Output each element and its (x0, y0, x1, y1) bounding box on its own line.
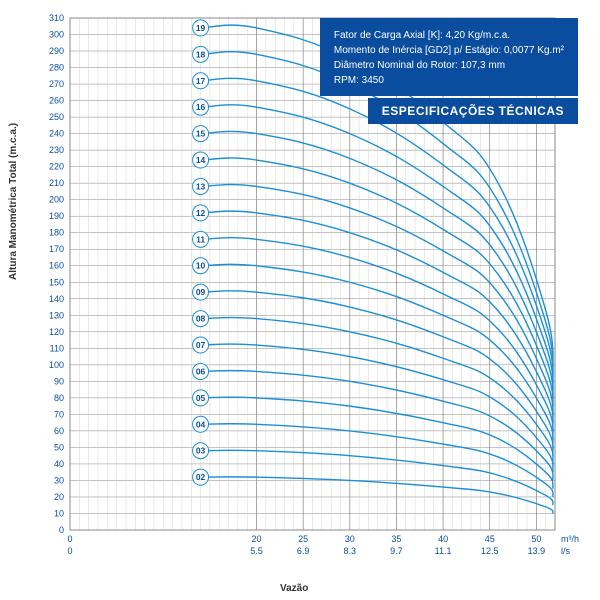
svg-text:130: 130 (49, 310, 64, 320)
svg-text:09: 09 (196, 287, 206, 297)
svg-text:16: 16 (196, 102, 206, 112)
spec-title-banner: ESPECIFICAÇÕES TÉCNICAS (368, 98, 578, 124)
svg-text:70: 70 (54, 409, 64, 419)
svg-text:14: 14 (196, 155, 206, 165)
svg-text:12: 12 (196, 208, 206, 218)
svg-text:50: 50 (54, 442, 64, 452)
svg-text:13.9: 13.9 (528, 546, 546, 556)
svg-text:45: 45 (485, 534, 495, 544)
svg-text:11: 11 (196, 234, 205, 244)
svg-text:15: 15 (196, 129, 206, 139)
svg-text:300: 300 (49, 30, 64, 40)
svg-text:210: 210 (49, 178, 64, 188)
svg-text:240: 240 (49, 129, 64, 139)
svg-text:10: 10 (196, 261, 206, 271)
svg-text:80: 80 (54, 393, 64, 403)
svg-text:40: 40 (54, 459, 64, 469)
info-line: Momento de Inércia [GD2] p/ Estágio: 0,0… (334, 43, 564, 58)
svg-text:0: 0 (59, 525, 64, 535)
svg-text:18: 18 (196, 49, 206, 59)
svg-text:35: 35 (391, 534, 401, 544)
svg-text:20: 20 (54, 492, 64, 502)
svg-text:220: 220 (49, 162, 64, 172)
svg-text:140: 140 (49, 294, 64, 304)
svg-text:06: 06 (196, 366, 206, 376)
svg-text:180: 180 (49, 228, 64, 238)
svg-text:30: 30 (345, 534, 355, 544)
svg-text:60: 60 (54, 426, 64, 436)
svg-text:230: 230 (49, 145, 64, 155)
svg-text:04: 04 (196, 419, 206, 429)
svg-text:30: 30 (54, 475, 64, 485)
svg-text:280: 280 (49, 63, 64, 73)
svg-text:150: 150 (49, 277, 64, 287)
svg-text:290: 290 (49, 46, 64, 56)
svg-text:13: 13 (196, 181, 206, 191)
svg-text:0: 0 (67, 546, 72, 556)
svg-text:50: 50 (531, 534, 541, 544)
info-line: RPM: 3450 (334, 73, 564, 88)
info-line: Diâmetro Nominal do Rotor: 107,3 mm (334, 58, 564, 73)
svg-text:07: 07 (196, 340, 206, 350)
svg-text:20: 20 (252, 534, 262, 544)
svg-text:10: 10 (54, 508, 64, 518)
svg-text:08: 08 (196, 314, 206, 324)
svg-text:05: 05 (196, 393, 206, 403)
svg-text:5.5: 5.5 (250, 546, 263, 556)
svg-text:12.5: 12.5 (481, 546, 499, 556)
svg-text:90: 90 (54, 376, 64, 386)
svg-text:310: 310 (49, 13, 64, 23)
svg-text:260: 260 (49, 96, 64, 106)
svg-text:160: 160 (49, 261, 64, 271)
svg-text:250: 250 (49, 112, 64, 122)
info-line: Fator de Carga Axial [K]: 4,20 Kg/m.c.a. (334, 28, 564, 43)
svg-text:l/s: l/s (561, 546, 571, 556)
svg-text:19: 19 (196, 23, 206, 33)
svg-text:0: 0 (67, 534, 72, 544)
svg-text:170: 170 (49, 244, 64, 254)
svg-text:40: 40 (438, 534, 448, 544)
svg-text:270: 270 (49, 79, 64, 89)
svg-text:110: 110 (50, 343, 64, 353)
svg-text:11.1: 11.1 (435, 546, 452, 556)
svg-text:02: 02 (196, 472, 206, 482)
svg-text:120: 120 (49, 327, 64, 337)
svg-text:8.3: 8.3 (344, 546, 357, 556)
svg-text:17: 17 (196, 76, 206, 86)
svg-text:200: 200 (49, 195, 64, 205)
svg-text:9.7: 9.7 (390, 546, 403, 556)
svg-text:190: 190 (49, 211, 64, 221)
info-box: Fator de Carga Axial [K]: 4,20 Kg/m.c.a.… (320, 18, 578, 96)
svg-text:100: 100 (49, 360, 64, 370)
svg-text:m³/h: m³/h (561, 534, 579, 544)
svg-text:03: 03 (196, 446, 206, 456)
svg-text:6.9: 6.9 (297, 546, 310, 556)
svg-text:25: 25 (298, 534, 308, 544)
spec-title-text: ESPECIFICAÇÕES TÉCNICAS (382, 104, 564, 118)
